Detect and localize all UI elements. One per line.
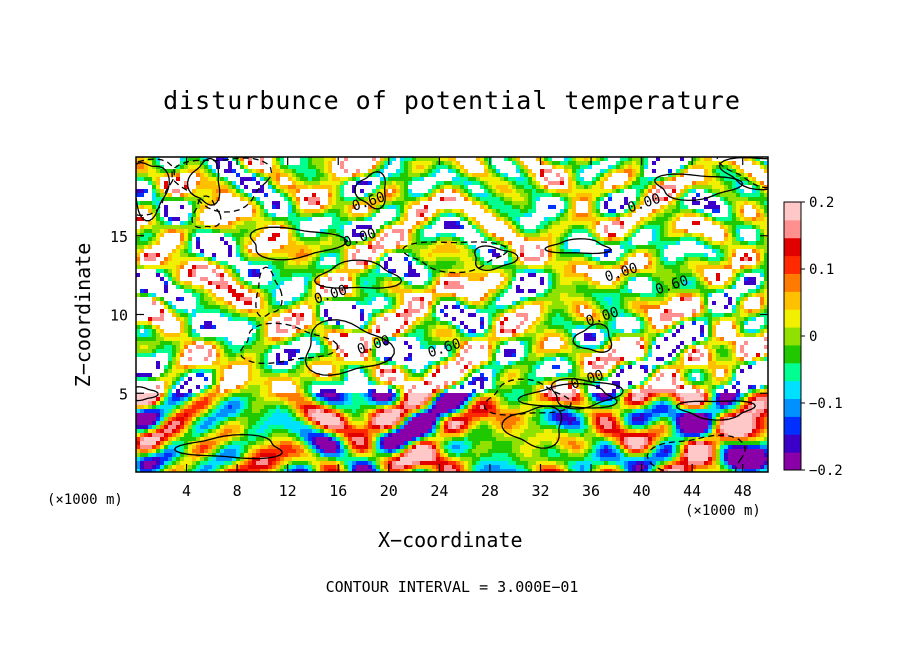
contour-line — [173, 433, 283, 460]
colorbar-segment — [784, 434, 801, 453]
contour-line — [304, 319, 395, 376]
contour-line — [313, 259, 403, 289]
contour-line — [474, 245, 519, 272]
x-tick-label: 40 — [633, 482, 651, 500]
colorbar-segment — [784, 452, 801, 471]
x-tick-label: 8 — [233, 482, 242, 500]
contour-line — [171, 157, 273, 213]
contour-line — [550, 378, 624, 410]
colorbar-segment — [784, 291, 801, 310]
colorbar-segment — [784, 344, 801, 364]
x-unit-right: (×1000 m) — [685, 503, 761, 519]
contour-interval-note: CONTOUR INTERVAL = 3.000E−01 — [325, 578, 579, 596]
contour-line — [255, 266, 283, 318]
colorbar-tick-label: 0.1 — [809, 262, 834, 278]
y-tick-label: 10 — [110, 307, 128, 325]
contour-line — [517, 382, 618, 409]
contour-line — [716, 157, 768, 189]
colorbar-segment — [784, 327, 801, 346]
x-tick-label: 12 — [279, 482, 297, 500]
x-tick-label: 16 — [329, 482, 347, 500]
contour-line — [718, 157, 768, 191]
colorbar-segment — [784, 273, 801, 292]
colorbar-tick-label: −0.1 — [809, 396, 843, 412]
x-axis: 4 8 12 16 20 24 28 32 36 40 44 48 — [182, 157, 752, 500]
contour-line — [136, 161, 170, 222]
x-axis-label: X−coordinate — [378, 528, 523, 552]
contour-line — [501, 405, 563, 449]
contour-line — [544, 238, 612, 255]
y-tick-label: 15 — [110, 228, 128, 246]
contour-line — [654, 173, 744, 202]
contour-label: 0.00 — [312, 282, 349, 308]
y-tick-label: 5 — [119, 385, 128, 403]
contour-line — [483, 378, 572, 416]
colorbar-segment — [784, 398, 801, 417]
contour-line — [249, 226, 347, 261]
y-axis-label: Z−coordinate — [71, 242, 95, 388]
x-tick-label: 24 — [430, 482, 448, 500]
colorbar-segment — [784, 309, 801, 328]
colorbar-tick-label: 0 — [809, 329, 817, 345]
x-tick-label: 28 — [481, 482, 499, 500]
contour-line — [186, 157, 221, 206]
x-tick-label: 48 — [734, 482, 752, 500]
temperature-field — [136, 157, 768, 472]
colorbar-segment — [784, 416, 801, 435]
colorbar-segment — [784, 380, 801, 400]
x-tick-label: 32 — [531, 482, 549, 500]
contour-line — [572, 323, 613, 353]
colorbar-tick-label: −0.2 — [809, 463, 843, 479]
x-unit-left: (×1000 m) — [47, 492, 123, 508]
x-tick-label: 20 — [380, 482, 398, 500]
contour-line — [136, 386, 159, 402]
colorbar: 0.2 0.1 0 −0.1 −0.2 — [783, 195, 843, 479]
colorbar-segment — [784, 237, 801, 257]
x-tick-label: 4 — [182, 482, 191, 500]
colorbar-segment — [784, 202, 801, 221]
y-axis: 5 10 15 — [110, 228, 768, 403]
colorbar-tick-label: 0.2 — [809, 195, 834, 211]
contour-line — [191, 195, 222, 229]
x-tick-label: 44 — [683, 482, 701, 500]
chart-title: disturbunce of potential temperature — [163, 86, 741, 115]
colorbar-segment — [784, 255, 801, 274]
contour-lines — [136, 157, 768, 472]
x-tick-label: 36 — [582, 482, 600, 500]
colorbar-segment — [784, 219, 801, 239]
colorbar-segment — [784, 362, 801, 382]
contour-line — [675, 400, 757, 421]
contour-line — [354, 171, 386, 210]
